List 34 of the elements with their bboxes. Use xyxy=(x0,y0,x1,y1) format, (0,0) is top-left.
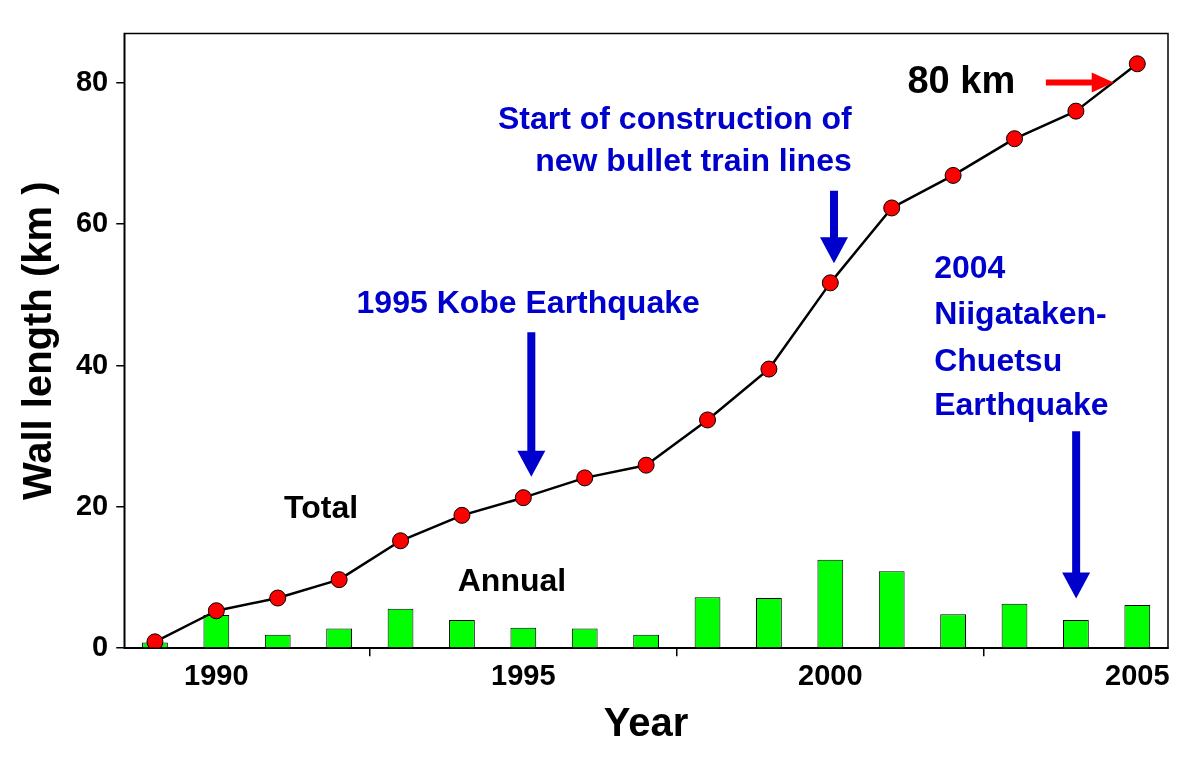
series-label: Total xyxy=(284,489,359,526)
annotation: Start of construction of new bullet train lines xyxy=(497,99,853,179)
point xyxy=(207,602,225,620)
point xyxy=(821,274,839,292)
x-axis-title: Year xyxy=(603,700,689,745)
x-tick-label: 2000 xyxy=(798,658,863,691)
y-tick-label: 40 xyxy=(75,347,109,380)
point xyxy=(514,489,532,507)
y-tick-label: 20 xyxy=(75,488,109,521)
y-tick-label: 0 xyxy=(92,630,109,663)
point xyxy=(269,589,287,607)
y-axis-title: Wall length (km ) xyxy=(15,181,60,501)
x-tick-label: 1995 xyxy=(491,658,556,691)
annotation: 2004 Niigataken- Chuetsu Earthquake xyxy=(934,248,1109,422)
point xyxy=(330,571,348,589)
point xyxy=(883,199,901,217)
x-tick-label: 2005 xyxy=(1105,658,1170,691)
x-tick-label: 1990 xyxy=(184,658,249,691)
point xyxy=(146,633,164,649)
point xyxy=(699,411,717,429)
y-tick-label: 60 xyxy=(75,206,109,239)
point xyxy=(944,166,962,184)
y-tick-label: 80 xyxy=(75,64,109,97)
annotation: 1995 Kobe Earthquake xyxy=(356,283,700,320)
point xyxy=(1067,102,1085,120)
point xyxy=(760,360,778,378)
point xyxy=(1128,55,1146,73)
point xyxy=(637,456,655,474)
point xyxy=(1006,130,1024,148)
point xyxy=(576,469,594,487)
annotation: 80 km xyxy=(907,59,1016,102)
point xyxy=(453,506,471,524)
series-label: Annual xyxy=(457,561,567,598)
point xyxy=(392,532,410,550)
